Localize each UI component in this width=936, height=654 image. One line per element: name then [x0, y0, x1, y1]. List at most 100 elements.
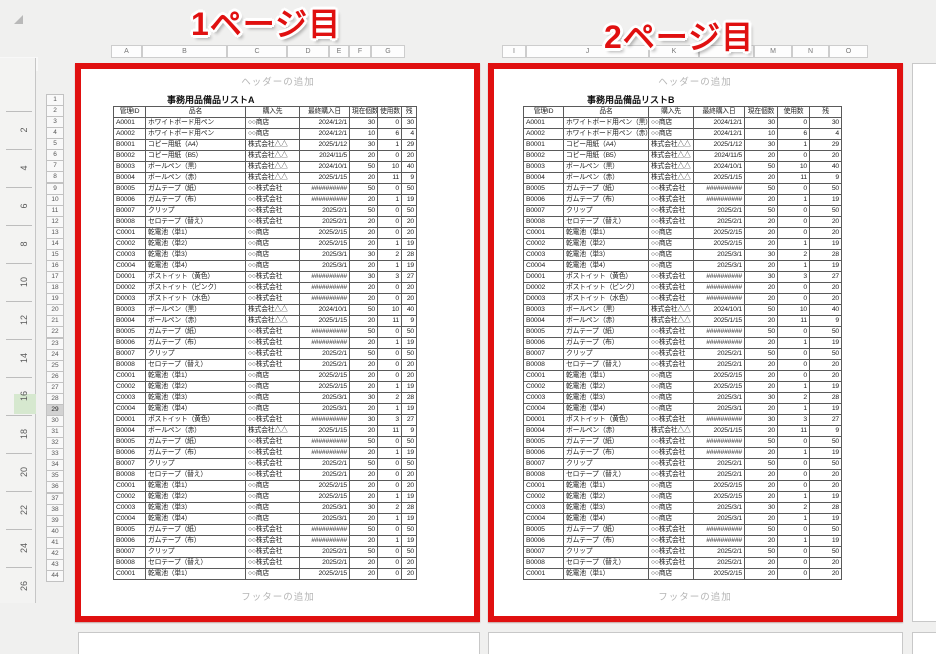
table-cell[interactable]: 20 — [401, 370, 417, 382]
table-cell[interactable]: 50 — [809, 348, 842, 360]
column-header-N[interactable]: N — [792, 45, 829, 58]
table-cell[interactable]: D0001 — [523, 271, 564, 283]
table-cell[interactable]: 2025/1/15 — [299, 315, 350, 327]
table-cell[interactable]: 20 — [349, 150, 378, 162]
table-cell[interactable]: ○○商店 — [245, 117, 300, 129]
table-cell[interactable]: C0003 — [523, 249, 564, 261]
table-cell[interactable]: 30 — [401, 117, 417, 129]
table-cell[interactable]: ########## — [693, 326, 745, 338]
table-cell[interactable]: C0002 — [523, 491, 564, 503]
table-cell[interactable]: B0004 — [523, 425, 564, 437]
table-cell[interactable]: 2025/2/1 — [693, 359, 745, 371]
table-cell[interactable]: 2 — [377, 249, 402, 261]
table-cell[interactable]: 0 — [377, 348, 402, 360]
table-cell[interactable]: B0008 — [523, 557, 564, 569]
table-cell[interactable]: ○○商店 — [648, 513, 694, 525]
table-cell[interactable]: 2025/3/1 — [693, 392, 745, 404]
table-cell[interactable]: B0002 — [113, 150, 146, 162]
table-cell[interactable]: 50 — [401, 546, 417, 558]
table-cell[interactable]: 4 — [401, 128, 417, 140]
table-cell[interactable]: ○○株式会社 — [245, 348, 300, 360]
table-cell[interactable]: 50 — [401, 326, 417, 338]
table-cell[interactable]: ボールペン（赤） — [563, 172, 649, 184]
table-cell[interactable]: セロテープ（替え） — [145, 216, 246, 228]
table-cell[interactable]: ○○商店 — [245, 502, 300, 514]
table-cell[interactable]: ○○株式会社 — [245, 326, 300, 338]
table-cell[interactable]: 50 — [744, 348, 778, 360]
table-cell[interactable]: 4 — [809, 128, 842, 140]
table-cell[interactable]: 19 — [401, 447, 417, 459]
table-cell[interactable]: 28 — [401, 249, 417, 261]
table-cell[interactable]: 30 — [349, 392, 378, 404]
table-cell[interactable]: セロテープ（替え） — [145, 469, 246, 481]
table-cell[interactable]: 50 — [809, 205, 842, 217]
table-cell[interactable]: 20 — [744, 359, 778, 371]
table-cell[interactable]: クリップ — [145, 458, 246, 470]
table-cell[interactable]: 0 — [777, 216, 810, 228]
table-cell[interactable]: 50 — [744, 546, 778, 558]
table-cell[interactable]: 20 — [349, 293, 378, 305]
table-cell[interactable]: 2025/2/15 — [299, 227, 350, 239]
table-cell[interactable]: ○○株式会社 — [648, 216, 694, 228]
table-cell[interactable]: 1 — [377, 194, 402, 206]
table-cell[interactable]: 20 — [809, 557, 842, 569]
table-cell[interactable]: 27 — [401, 271, 417, 283]
table-cell[interactable]: 乾電池（単1） — [563, 370, 649, 382]
table-cell[interactable]: ○○株式会社 — [245, 436, 300, 448]
table-cell[interactable]: セロテープ（替え） — [145, 359, 246, 371]
table-cell[interactable]: 2025/2/15 — [299, 381, 350, 393]
table-cell[interactable]: 50 — [349, 161, 378, 173]
table-cell[interactable]: 20 — [744, 238, 778, 250]
table-cell[interactable]: 0 — [377, 117, 402, 129]
table-cell[interactable]: 2025/3/1 — [693, 502, 745, 514]
table-cell[interactable]: ########## — [693, 524, 745, 536]
table-cell[interactable]: 株式会社△△ — [245, 172, 300, 184]
table-cell[interactable]: 0 — [777, 546, 810, 558]
table-cell[interactable]: 30 — [349, 249, 378, 261]
table-cell[interactable]: 1 — [777, 139, 810, 151]
table-cell[interactable]: C0004 — [113, 260, 146, 272]
table-cell[interactable]: 20 — [744, 282, 778, 294]
table-cell[interactable]: 19 — [401, 260, 417, 272]
table-cell[interactable]: 19 — [809, 535, 842, 547]
table-cell[interactable]: 乾電池（単2） — [563, 381, 649, 393]
table-header-cell[interactable]: 品名 — [145, 106, 246, 118]
table-cell[interactable]: ○○株式会社 — [245, 557, 300, 569]
table-cell[interactable]: 0 — [377, 205, 402, 217]
row-header-22[interactable]: 22 — [46, 326, 64, 339]
table-cell[interactable]: 19 — [401, 337, 417, 349]
table-cell[interactable]: 2025/2/15 — [693, 480, 745, 492]
table-cell[interactable]: B0007 — [113, 205, 146, 217]
table-cell[interactable]: 2025/2/1 — [299, 546, 350, 558]
table-cell[interactable]: ########## — [693, 535, 745, 547]
table-cell[interactable]: 50 — [744, 524, 778, 536]
table-cell[interactable]: 50 — [809, 326, 842, 338]
table-cell[interactable]: 株式会社△△ — [648, 139, 694, 151]
table-cell[interactable]: ########## — [299, 535, 350, 547]
table-cell[interactable]: ########## — [299, 524, 350, 536]
table-cell[interactable]: 30 — [349, 139, 378, 151]
table-cell[interactable]: ボールペン（黒） — [563, 304, 649, 316]
table-cell[interactable]: B0005 — [523, 436, 564, 448]
table-cell[interactable]: C0002 — [113, 238, 146, 250]
table-cell[interactable]: 2025/2/15 — [693, 491, 745, 503]
row-header-27[interactable]: 27 — [46, 381, 64, 394]
table-cell[interactable]: 20 — [349, 425, 378, 437]
table-cell[interactable]: 1 — [777, 238, 810, 250]
table-cell[interactable]: 40 — [809, 161, 842, 173]
table-cell[interactable]: 0 — [377, 293, 402, 305]
table-cell[interactable]: 2025/3/1 — [693, 513, 745, 525]
table-cell[interactable]: 20 — [401, 359, 417, 371]
table-cell[interactable]: ○○株式会社 — [648, 359, 694, 371]
table-cell[interactable]: 20 — [349, 403, 378, 415]
table-cell[interactable]: ガムテープ（紙） — [145, 436, 246, 448]
table-cell[interactable]: 27 — [809, 271, 842, 283]
table-cell[interactable]: コピー用紙（B5） — [563, 150, 649, 162]
table-cell[interactable]: 2025/1/15 — [299, 172, 350, 184]
table-cell[interactable]: 50 — [744, 205, 778, 217]
table-cell[interactable]: 50 — [401, 436, 417, 448]
table-cell[interactable]: ########## — [693, 414, 745, 426]
table-cell[interactable]: 20 — [744, 260, 778, 272]
column-header-L[interactable]: L — [699, 45, 754, 58]
table-cell[interactable]: 2024/10/1 — [693, 304, 745, 316]
